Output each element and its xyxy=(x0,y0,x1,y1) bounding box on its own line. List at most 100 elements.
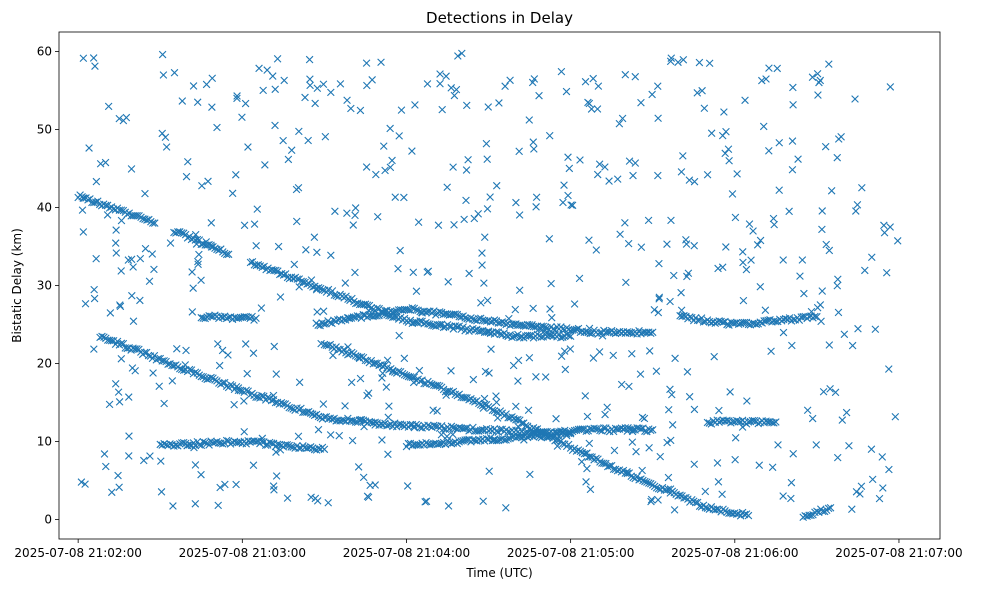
detection-point xyxy=(271,121,279,130)
detection-point xyxy=(492,427,501,435)
detection-point xyxy=(478,261,486,269)
marker-stroke xyxy=(629,426,637,434)
detection-point xyxy=(508,333,516,342)
detection-point xyxy=(157,488,166,496)
detection-point xyxy=(637,243,646,251)
detection-point xyxy=(361,356,370,365)
detection-point xyxy=(618,114,627,123)
detection-point xyxy=(666,385,674,394)
marker-stroke xyxy=(357,415,366,424)
detection-point xyxy=(616,230,624,239)
marker-stroke xyxy=(329,351,337,360)
marker-stroke xyxy=(222,436,231,445)
detection-point xyxy=(453,323,462,331)
detection-point xyxy=(623,469,632,478)
detection-point xyxy=(715,406,723,415)
marker-stroke xyxy=(290,260,299,269)
detection-point xyxy=(433,381,442,390)
marker-stroke xyxy=(362,163,371,171)
marker-stroke xyxy=(669,271,678,280)
detection-point xyxy=(668,421,677,429)
marker-stroke xyxy=(338,416,346,425)
detection-point xyxy=(79,54,88,63)
detection-point xyxy=(572,325,581,334)
detection-point xyxy=(242,313,251,321)
detection-point xyxy=(199,438,208,446)
detection-point xyxy=(629,426,637,434)
detection-point xyxy=(559,333,567,342)
detection-point xyxy=(341,402,349,410)
marker-stroke xyxy=(690,241,699,250)
marker-stroke xyxy=(667,54,676,62)
detection-point xyxy=(628,438,637,446)
marker-stroke xyxy=(477,299,485,307)
marker-stroke xyxy=(455,322,464,330)
marker-stroke xyxy=(586,452,594,461)
marker-stroke xyxy=(318,286,327,294)
marker-stroke xyxy=(508,433,516,441)
marker-stroke xyxy=(378,362,387,371)
detection-point xyxy=(136,254,145,263)
marker-stroke xyxy=(537,322,546,330)
marker-stroke xyxy=(382,383,391,391)
marker-stroke xyxy=(359,473,368,482)
marker-stroke xyxy=(478,249,486,257)
marker-stroke xyxy=(595,160,604,168)
detection-point xyxy=(842,408,851,417)
marker-stroke xyxy=(510,332,518,341)
marker-stroke xyxy=(114,471,122,480)
detection-point xyxy=(220,378,229,387)
detection-point xyxy=(483,205,492,213)
detection-point xyxy=(663,240,671,248)
detection-point xyxy=(193,235,202,244)
detection-point xyxy=(285,403,294,412)
detection-point xyxy=(114,471,122,480)
detection-point xyxy=(92,177,101,186)
detection-point xyxy=(84,196,92,204)
detection-point xyxy=(867,253,876,262)
marker-stroke xyxy=(506,413,514,422)
detection-point xyxy=(408,304,417,312)
detection-point xyxy=(845,441,853,450)
marker-stroke xyxy=(469,423,477,432)
marker-stroke xyxy=(740,318,749,327)
detection-point xyxy=(562,87,571,96)
detection-point xyxy=(400,371,409,379)
marker-stroke xyxy=(416,423,424,432)
detection-point xyxy=(149,219,157,227)
marker-stroke xyxy=(276,293,285,301)
marker-stroke xyxy=(644,216,653,225)
marker-stroke xyxy=(635,327,643,335)
marker-stroke xyxy=(313,308,321,316)
marker-stroke xyxy=(504,427,512,436)
detection-point xyxy=(444,278,453,286)
marker-stroke xyxy=(197,470,205,479)
detection-point xyxy=(799,312,807,321)
marker-stroke xyxy=(492,427,501,435)
detection-point xyxy=(605,177,613,185)
detection-point xyxy=(565,164,574,173)
detection-point xyxy=(788,137,797,145)
marker-stroke xyxy=(268,72,277,80)
detection-point xyxy=(144,351,153,360)
detection-point xyxy=(557,67,566,76)
marker-stroke xyxy=(261,161,269,169)
marker-stroke xyxy=(742,265,751,274)
marker-stroke xyxy=(258,437,266,446)
detection-point xyxy=(578,425,587,433)
marker-stroke xyxy=(103,211,112,219)
marker-stroke xyxy=(670,506,679,514)
marker-stroke xyxy=(348,294,356,303)
marker-stroke xyxy=(197,372,206,381)
detection-point xyxy=(886,83,895,91)
marker-stroke xyxy=(270,266,278,275)
marker-stroke xyxy=(483,205,492,213)
marker-stroke xyxy=(731,455,739,464)
detection-point xyxy=(600,424,608,432)
detection-point xyxy=(891,412,900,421)
marker-stroke xyxy=(285,403,294,412)
marker-stroke xyxy=(561,365,570,374)
marker-stroke xyxy=(509,361,518,370)
marker-stroke xyxy=(819,387,828,396)
detection-point xyxy=(146,452,154,460)
